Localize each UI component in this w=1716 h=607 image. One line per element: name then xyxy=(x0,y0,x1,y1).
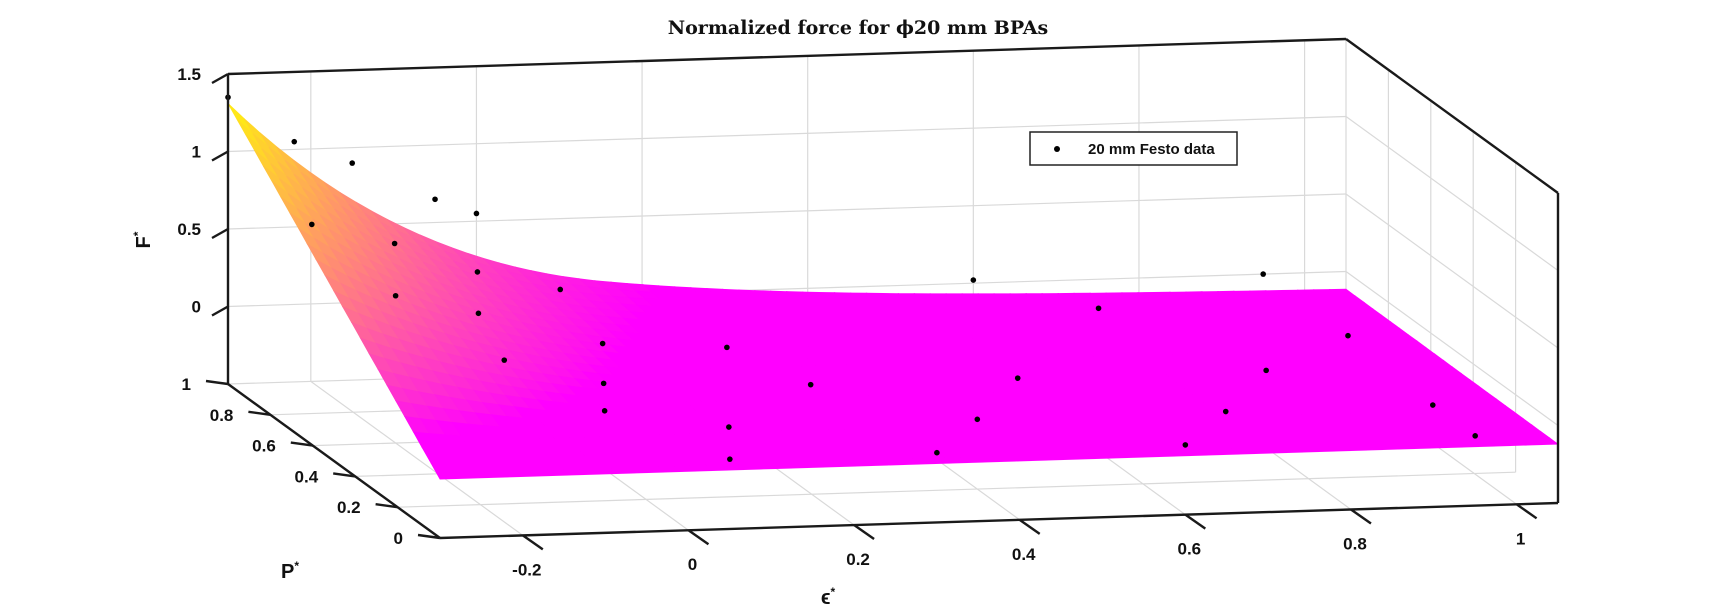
data-point xyxy=(349,160,356,166)
data-point xyxy=(724,344,730,351)
surface-patch xyxy=(227,103,254,134)
data-point xyxy=(600,380,607,387)
grid-line-x-floor xyxy=(310,380,524,536)
z-axis-label-sup: * xyxy=(131,231,145,236)
chart-title: Normalized force for ϕ20 mm BPAs xyxy=(668,17,1048,39)
data-point xyxy=(392,292,399,299)
y-tick-label: 0.8 xyxy=(210,406,234,425)
surface xyxy=(227,103,1560,480)
z-axis-label-text: F xyxy=(133,236,155,248)
data-point xyxy=(1263,367,1269,374)
data-point xyxy=(391,240,398,247)
z-tick-mark xyxy=(211,305,229,317)
grid-line-y-floor xyxy=(397,471,1516,508)
z-tick-label: 1.5 xyxy=(177,65,201,84)
x-tick-mark xyxy=(1184,513,1207,530)
x-tick-mark xyxy=(1515,503,1538,520)
legend: 20 mm Festo data xyxy=(1029,131,1238,166)
data-point xyxy=(1429,402,1436,408)
surface-patch xyxy=(1532,437,1560,446)
data-point xyxy=(727,456,733,462)
z-tick-mark xyxy=(211,72,229,85)
grid-line-z-back xyxy=(227,193,1347,230)
data-point xyxy=(475,310,482,317)
y-tick-label: 0.6 xyxy=(252,437,276,456)
y-axis-label-text: P xyxy=(281,561,294,583)
grid-line-z-side xyxy=(1345,271,1559,426)
z-axis-label: F* xyxy=(131,231,155,248)
data-point xyxy=(557,286,564,293)
data-point xyxy=(1014,375,1021,381)
data-point xyxy=(1472,433,1478,439)
data-point xyxy=(309,221,315,228)
legend-marker xyxy=(1054,146,1060,152)
z-tick-label: 0 xyxy=(192,298,201,317)
data-point xyxy=(432,196,438,203)
y-tick-mark xyxy=(375,503,398,509)
frame-edge-front-bottom xyxy=(439,501,1559,540)
x-tick-label: 0.2 xyxy=(846,550,870,569)
frame-edge-back-top xyxy=(227,37,1347,76)
x-axis-label: ϵ* xyxy=(821,585,836,607)
legend-box xyxy=(1029,131,1238,166)
data-point xyxy=(970,277,977,283)
x-tick-mark xyxy=(1019,518,1041,535)
data-point xyxy=(1260,271,1266,277)
frame-edge-left-bottom xyxy=(227,383,441,539)
y-tick-label: 0.2 xyxy=(337,498,361,517)
grid-line-z-side xyxy=(1345,193,1559,349)
x-tick-label: 0 xyxy=(688,555,697,574)
y-tick-label: 0.4 xyxy=(295,467,319,486)
x-axis-label-sup: * xyxy=(830,585,835,599)
tick-labels: 0 0.5 1 1.5 0 0.2 0.4 0.6 0.8 1 -0.2 0 0.2 0.4 0.6 0.8 1 xyxy=(177,65,1538,579)
frame-edge-right-top xyxy=(1345,38,1559,194)
z-tick-mark xyxy=(211,227,229,240)
data-point xyxy=(807,381,814,388)
y-tick-mark xyxy=(290,441,313,447)
z-tick-mark xyxy=(211,150,229,162)
x-tick-mark xyxy=(687,529,710,546)
y-tick-label: 1 xyxy=(182,375,191,394)
x-tick-label: 1 xyxy=(1516,529,1525,548)
data-point xyxy=(1222,408,1229,415)
y-axis-label: P* xyxy=(281,559,299,583)
data-point xyxy=(291,138,298,145)
data-point xyxy=(501,357,508,363)
data-point xyxy=(974,416,981,423)
x-tick-label: 0.8 xyxy=(1343,534,1367,553)
y-tick-mark xyxy=(205,379,229,386)
legend-entry-label: 20 mm Festo data xyxy=(1088,141,1215,158)
x-tick-mark xyxy=(853,524,875,541)
data-point xyxy=(601,408,608,414)
data-point xyxy=(1345,332,1351,339)
data-point xyxy=(1182,442,1189,448)
data-point xyxy=(934,449,940,456)
data-point xyxy=(473,210,480,217)
y-axis-label-sup: * xyxy=(294,559,299,573)
y-tick-label: 0 xyxy=(394,529,403,548)
y-tick-mark xyxy=(248,410,271,416)
x-tick-label: 0.4 xyxy=(1012,545,1036,564)
data-point xyxy=(1095,305,1102,312)
z-tick-label: 0.5 xyxy=(177,220,201,239)
x-tick-label: -0.2 xyxy=(512,560,541,579)
y-tick-mark xyxy=(333,472,356,478)
x-tick-mark xyxy=(522,534,544,551)
x-tick-label: 0.6 xyxy=(1178,540,1202,559)
z-tick-label: 1 xyxy=(192,143,201,162)
y-tick-mark xyxy=(417,533,441,540)
x-tick-mark xyxy=(1350,508,1372,525)
data-point xyxy=(599,340,606,347)
grid-line-z-back xyxy=(227,115,1347,153)
x-axis-label-text: ϵ xyxy=(821,587,831,607)
data-point xyxy=(726,424,732,430)
data-point xyxy=(474,269,481,275)
grid-line-z-side xyxy=(1345,116,1559,271)
